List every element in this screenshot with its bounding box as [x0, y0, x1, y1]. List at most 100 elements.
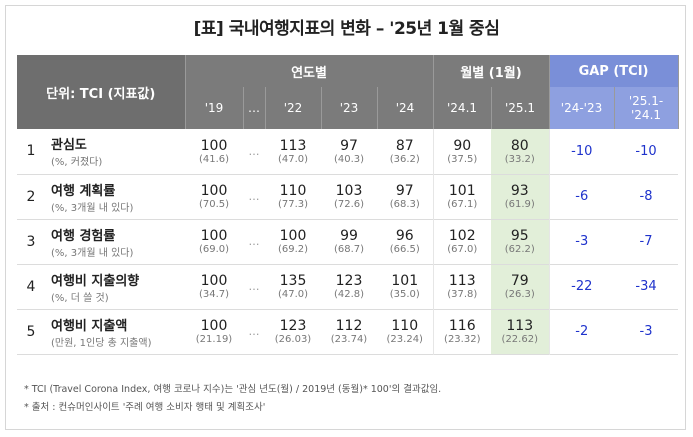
- cell-25-1: 93 (61.9): [491, 174, 550, 219]
- cell-ellipsis: …: [248, 190, 260, 203]
- footnote-source: * 출처 : 컨슈머인사이트 '주례 여행 소비자 행태 및 계획조사': [24, 402, 266, 413]
- value: 101: [448, 183, 476, 199]
- group-yearly: 연도별: [185, 55, 434, 87]
- indicator-name: 관심도: [51, 138, 87, 154]
- raw-value: (61.9): [504, 199, 535, 210]
- raw-value: (23.24): [386, 334, 423, 345]
- value: 102: [448, 228, 476, 244]
- value: 101: [391, 273, 419, 289]
- row-rank: 5: [26, 323, 36, 340]
- table-frame: [5, 5, 686, 430]
- value: 90: [453, 137, 472, 154]
- raw-value: (33.2): [504, 153, 535, 165]
- cell-gap-month: -34: [635, 279, 657, 294]
- row-rank: 1: [26, 143, 36, 160]
- raw-value: (41.6): [198, 153, 230, 165]
- cell-23: 103 (72.6): [321, 174, 377, 219]
- value: 110: [279, 183, 307, 199]
- raw-value: (77.3): [277, 199, 309, 210]
- cell-22: 135 (47.0): [265, 264, 321, 309]
- value: 100: [200, 228, 228, 244]
- indicator-unit: (%, 3개월 내 있다): [51, 247, 134, 259]
- cell-ellipsis: …: [248, 144, 260, 158]
- cell-gap-year: -10: [548, 129, 615, 174]
- table-row: 1 관심도 (%, 커졌다) 100 (41.6) … 113 (47.0) 97 (4…: [17, 129, 679, 174]
- indicator-unit: (%, 커졌다): [51, 157, 103, 169]
- table-row: 2 여행 계획률 (%, 3개월 내 있다) 100 (70.5) … 110 (77…: [17, 174, 679, 219]
- value: 97: [395, 183, 414, 199]
- cell-25-1: 95 (62.2): [491, 219, 550, 264]
- raw-value: (47.0): [277, 153, 309, 165]
- cell-22: 113 (47.0): [265, 129, 321, 174]
- cell-gap-year: -6: [548, 174, 615, 219]
- cell-24: 97 (68.3): [377, 174, 433, 219]
- indicator-name: 여행비 지출의향: [51, 273, 140, 289]
- raw-value: (21.19): [195, 334, 233, 345]
- cell-gap-month: -7: [639, 234, 653, 249]
- col-gap-month: '25.1-'24.1: [614, 87, 679, 129]
- col-24-1: '24.1: [433, 87, 492, 129]
- raw-value: (23.32): [444, 334, 481, 345]
- row-rank: 3: [26, 233, 36, 250]
- cell-23: 97 (40.3): [321, 129, 377, 174]
- value: 135: [279, 273, 307, 289]
- value: 93: [510, 183, 529, 199]
- footnote-tci: * TCI (Travel Corona Index, 여행 코로나 지수)는 …: [24, 384, 442, 395]
- raw-value: (70.5): [198, 199, 230, 210]
- col-gap-year: '24-'23: [549, 87, 615, 129]
- value: 116: [448, 318, 476, 334]
- value: 113: [279, 137, 307, 154]
- cell-ellipsis: …: [248, 280, 260, 293]
- col-19: '19: [185, 87, 244, 129]
- raw-value: (66.5): [389, 244, 420, 255]
- value: 123: [335, 273, 363, 289]
- cell-gap-month: -10: [635, 143, 657, 159]
- row-rank: 2: [26, 188, 36, 205]
- cell-23: 99 (68.7): [321, 219, 377, 264]
- table-row: 4 여행비 지출의향 (%, 더 쓸 것) 100 (34.7) … 135 (47.…: [17, 264, 679, 309]
- raw-value: (37.8): [447, 289, 478, 300]
- value: 95: [510, 228, 529, 244]
- value: 96: [395, 228, 414, 244]
- value: 97: [340, 137, 358, 154]
- cell-24-1: 116 (23.32): [432, 309, 492, 354]
- unit-label: 단위: TCI (지표값): [17, 55, 186, 129]
- value: 103: [335, 183, 363, 199]
- cell-gap-month: -8: [639, 189, 653, 204]
- cell-ellipsis: …: [248, 325, 260, 338]
- cell-19: 100 (70.5): [185, 174, 243, 219]
- raw-value: (69.2): [277, 244, 309, 255]
- raw-value: (72.6): [333, 199, 365, 210]
- raw-value: (26.03): [274, 334, 312, 345]
- value: 110: [391, 318, 419, 334]
- cell-24: 96 (66.5): [377, 219, 433, 264]
- indicator-unit: (%, 3개월 내 있다): [51, 202, 134, 214]
- value: 100: [200, 183, 228, 199]
- row-rank: 4: [26, 278, 36, 295]
- cell-23: 112 (23.74): [321, 309, 377, 354]
- raw-value: (62.2): [504, 244, 535, 255]
- indicator-unit: (%, 더 쓸 것): [51, 292, 109, 304]
- indicator-name: 여행 경험률: [51, 228, 116, 244]
- cell-24-1: 102 (67.0): [432, 219, 492, 264]
- value: 100: [279, 228, 307, 244]
- cell-22: 123 (26.03): [265, 309, 321, 354]
- raw-value: (67.0): [447, 244, 478, 255]
- cell-24: 110 (23.24): [377, 309, 433, 354]
- cell-22: 100 (69.2): [265, 219, 321, 264]
- raw-value: (37.5): [447, 153, 478, 165]
- indicator-name: 여행 계획률: [51, 183, 116, 199]
- group-monthly: 월별 (1월): [433, 55, 550, 87]
- cell-22: 110 (77.3): [265, 174, 321, 219]
- raw-value: (36.2): [389, 153, 420, 165]
- cell-gap-year: -2: [548, 309, 615, 354]
- row-label: 여행비 지출액 (만원, 1인당 총 지출액): [45, 309, 185, 354]
- value: 87: [395, 137, 414, 154]
- cell-gap-month: -3: [639, 324, 653, 339]
- cell-ellipsis: …: [248, 235, 260, 248]
- raw-value: (47.0): [277, 289, 309, 300]
- cell-24-1: 90 (37.5): [432, 129, 492, 174]
- raw-value: (42.8): [333, 289, 365, 300]
- cell-19: 100 (34.7): [185, 264, 243, 309]
- value: 100: [200, 137, 228, 154]
